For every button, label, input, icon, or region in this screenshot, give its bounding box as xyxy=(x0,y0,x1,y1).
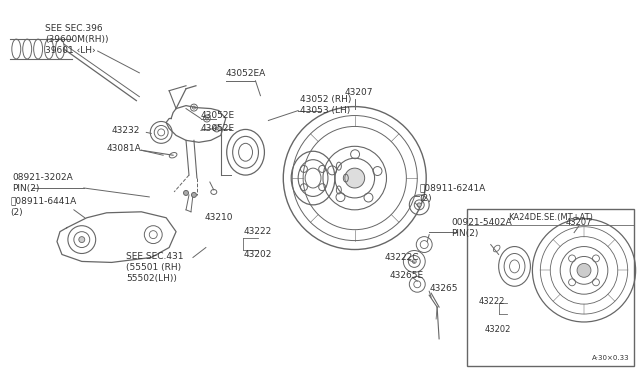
Text: KA24DE.SE.(MT+AT): KA24DE.SE.(MT+AT) xyxy=(508,213,593,222)
Text: 43210: 43210 xyxy=(205,213,234,222)
Text: 43202: 43202 xyxy=(484,326,511,334)
Text: 43222C: 43222C xyxy=(385,253,419,262)
Ellipse shape xyxy=(191,192,196,198)
Circle shape xyxy=(412,259,416,263)
Text: 43222: 43222 xyxy=(244,227,272,236)
Text: 43222: 43222 xyxy=(479,296,505,306)
Text: 43265: 43265 xyxy=(429,284,458,293)
Text: 43207: 43207 xyxy=(566,218,592,227)
Text: 00921-5402A
PIN(2): 00921-5402A PIN(2) xyxy=(451,218,512,238)
Text: 43265E: 43265E xyxy=(390,271,424,280)
Circle shape xyxy=(345,168,365,188)
Ellipse shape xyxy=(215,127,218,130)
Bar xyxy=(467,209,634,366)
Text: 43052E: 43052E xyxy=(201,111,235,120)
Text: 43232: 43232 xyxy=(111,126,140,135)
Circle shape xyxy=(417,203,421,207)
Ellipse shape xyxy=(184,190,189,195)
Text: ⓝ08911-6441A
(2): ⓝ08911-6441A (2) xyxy=(10,197,77,217)
Text: 43052EA: 43052EA xyxy=(226,69,266,78)
Ellipse shape xyxy=(205,117,209,120)
Text: A·30×0.33: A·30×0.33 xyxy=(592,355,630,361)
Text: 43081A: 43081A xyxy=(107,144,141,153)
Text: 43202: 43202 xyxy=(244,250,272,259)
Text: 43052 (RH)
43053 (LH): 43052 (RH) 43053 (LH) xyxy=(300,94,351,115)
Text: 43207: 43207 xyxy=(345,88,373,97)
Text: 43052E: 43052E xyxy=(201,124,235,133)
Text: SEE SEC.431
(55501 (RH)
55502(LH)): SEE SEC.431 (55501 (RH) 55502(LH)) xyxy=(127,252,184,283)
Text: ⓝ08911-6241A
(2): ⓝ08911-6241A (2) xyxy=(419,183,486,203)
Text: 08921-3202A
PIN(2): 08921-3202A PIN(2) xyxy=(12,173,73,193)
Text: SEE SEC.396
(39600M(RH))
39601 ‹LH›: SEE SEC.396 (39600M(RH)) 39601 ‹LH› xyxy=(45,23,109,55)
Circle shape xyxy=(577,263,591,277)
Circle shape xyxy=(79,237,84,243)
